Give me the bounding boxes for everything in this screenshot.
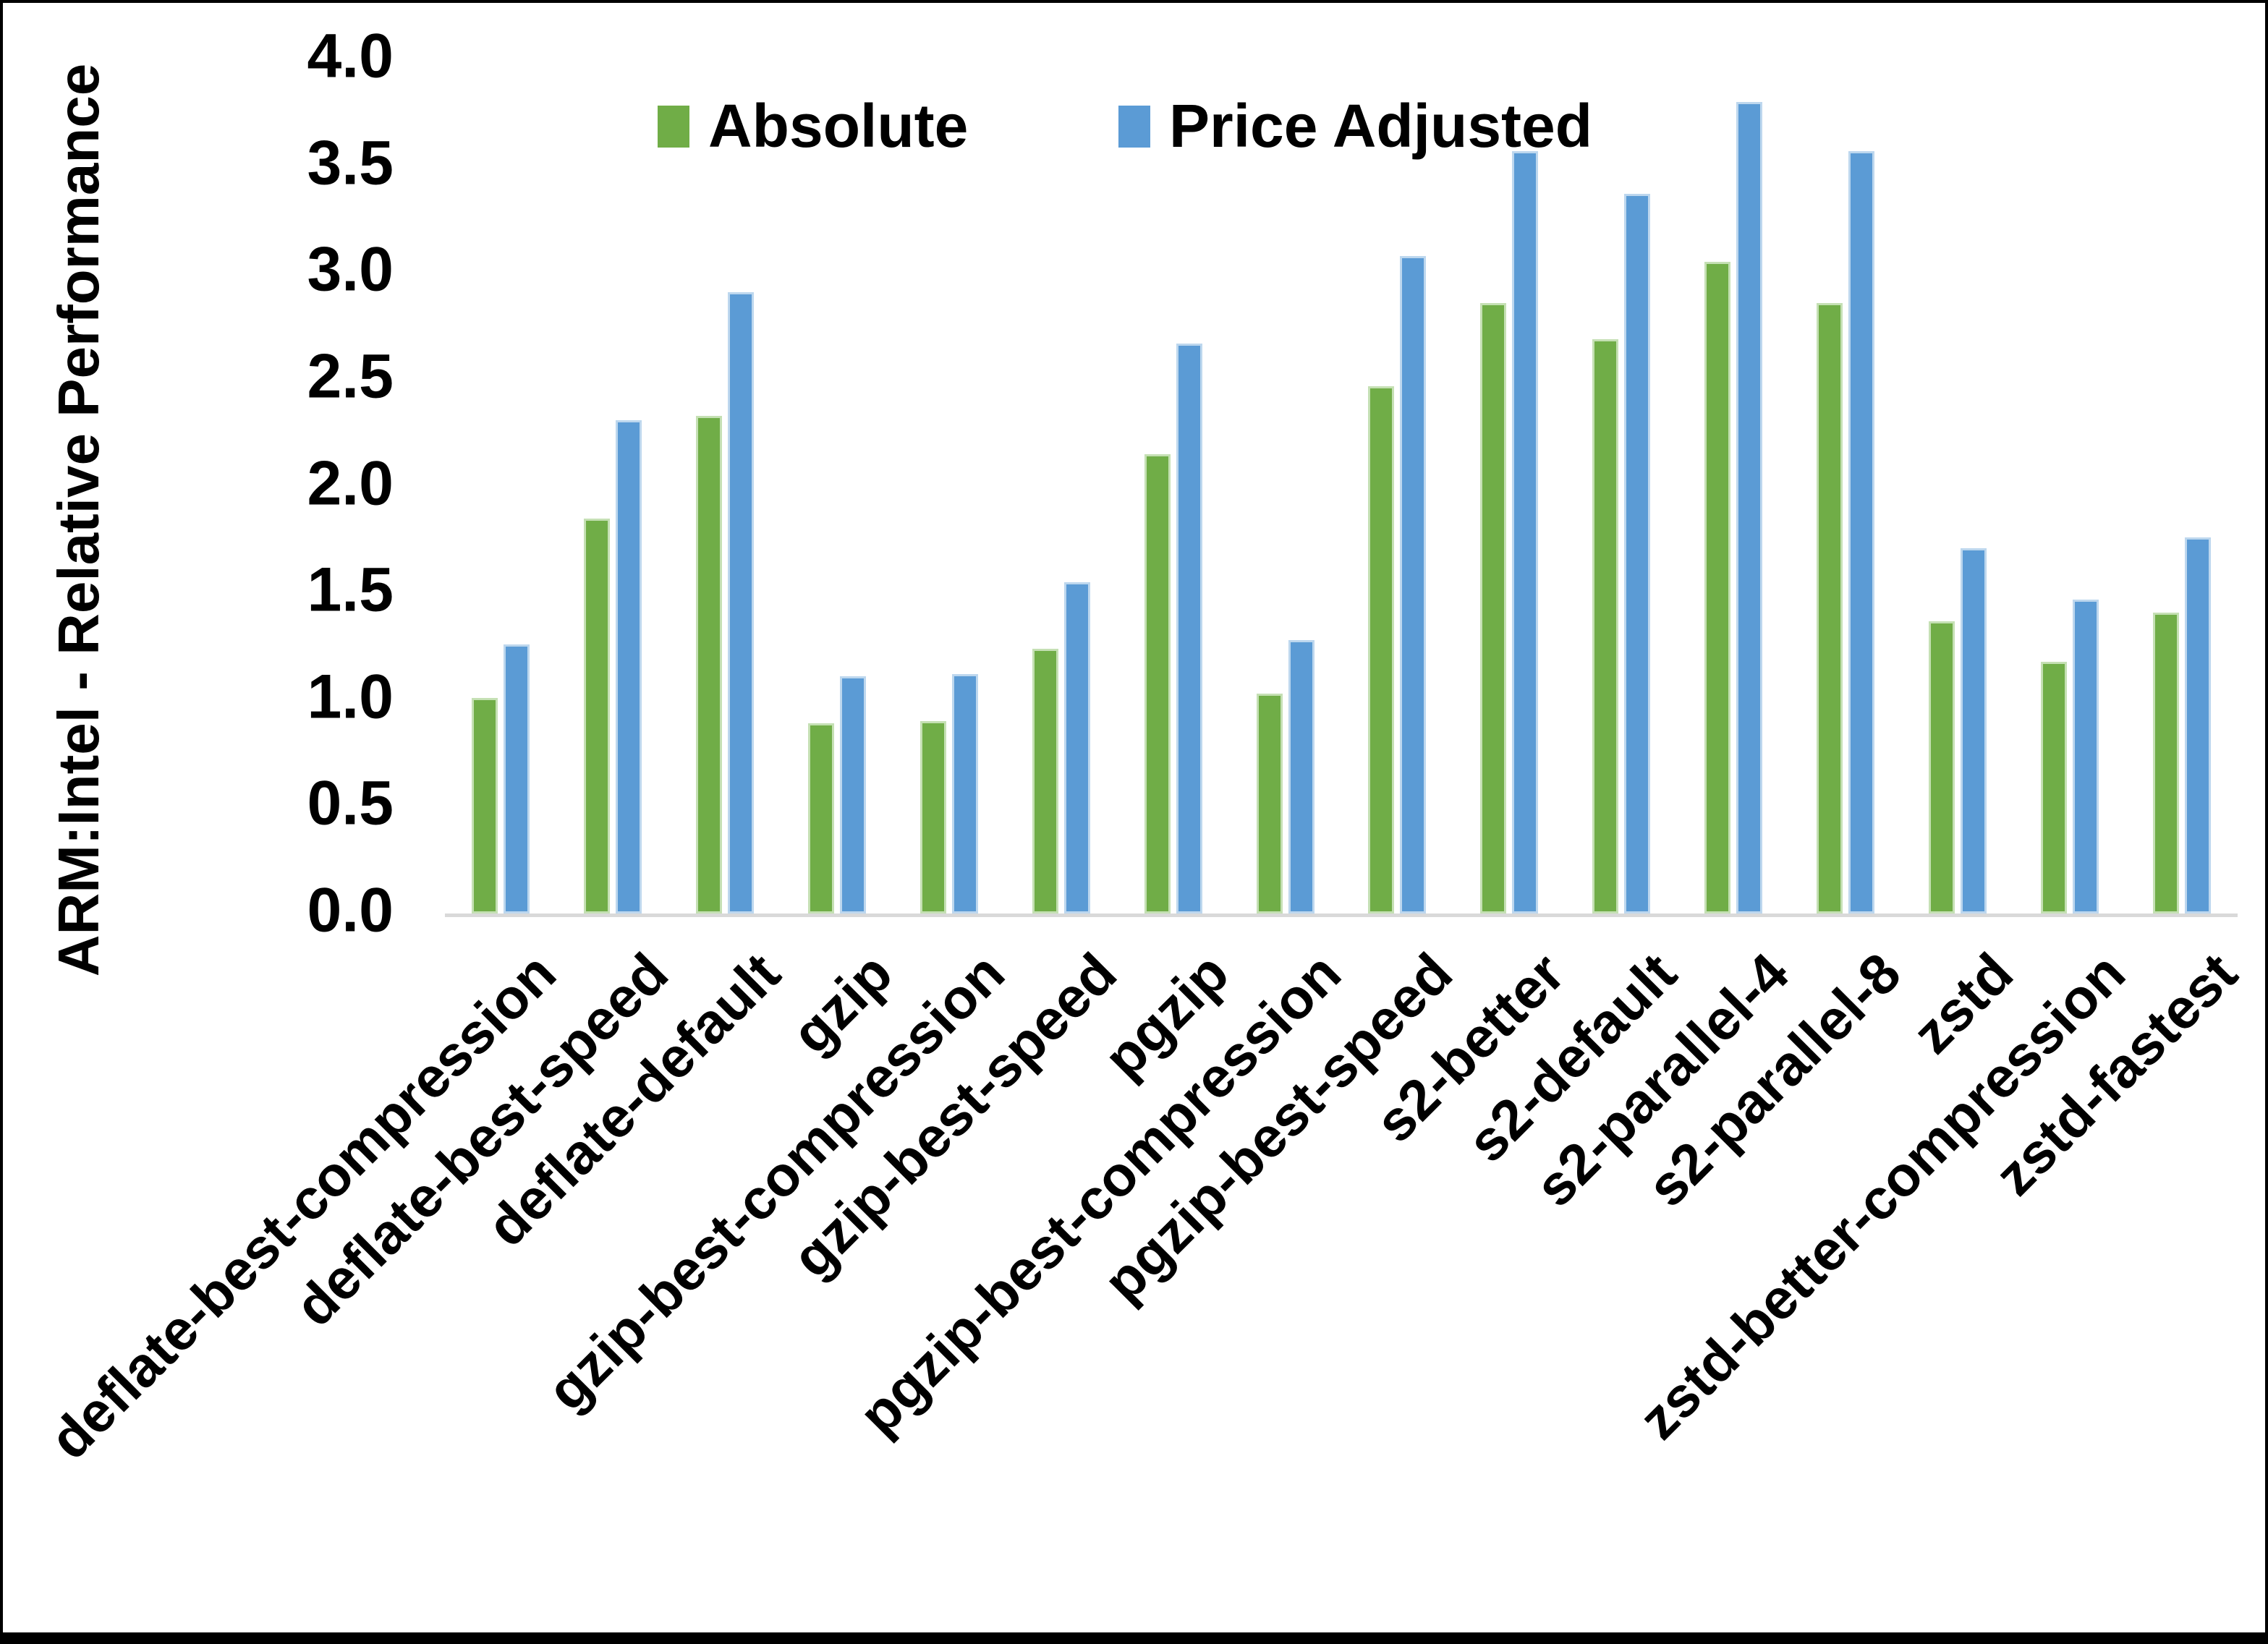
bar-absolute-s2-parallel-8 <box>1817 303 1843 913</box>
bar-absolute-pgzip-best-compression <box>1257 694 1283 913</box>
legend-item-absolute: Absolute <box>658 91 968 161</box>
y-tick-label-3.0: 3.0 <box>307 234 394 304</box>
y-tick-label-2.5: 2.5 <box>307 341 394 412</box>
bar-price-adjusted-deflate-best-compression <box>504 644 530 913</box>
y-tick-label-1.0: 1.0 <box>307 662 394 732</box>
bar-absolute-deflate-best-speed <box>584 519 610 913</box>
bar-price-adjusted-deflate-best-speed <box>616 420 642 913</box>
bar-price-adjusted-zstd-fastest <box>2185 537 2211 913</box>
y-axis-title: ARM:Intel - Relative Performance <box>46 63 111 977</box>
y-tick-label-3.5: 3.5 <box>307 128 394 198</box>
y-tick-label-0.5: 0.5 <box>307 768 394 838</box>
bar-absolute-deflate-default <box>696 416 722 913</box>
legend-swatch-price-adjusted <box>1118 105 1150 148</box>
bar-absolute-pgzip <box>1144 454 1171 913</box>
bar-price-adjusted-s2-parallel-4 <box>1736 102 1762 913</box>
y-tick-label-0.0: 0.0 <box>307 875 394 945</box>
bar-price-adjusted-pgzip <box>1176 344 1202 913</box>
bar-absolute-zstd-better-compression <box>2041 662 2067 913</box>
bar-price-adjusted-gzip-best-compression <box>952 674 978 913</box>
bar-price-adjusted-zstd <box>1961 548 1987 913</box>
bar-absolute-zstd <box>1929 621 1955 913</box>
bar-price-adjusted-s2-parallel-8 <box>1848 151 1874 913</box>
bar-absolute-gzip <box>808 723 834 913</box>
y-tick-label-2.0: 2.0 <box>307 448 394 519</box>
bar-price-adjusted-gzip-best-speed <box>1064 582 1090 913</box>
bar-price-adjusted-deflate-default <box>728 292 754 913</box>
bar-price-adjusted-zstd-better-compression <box>2073 600 2099 913</box>
y-tick-label-1.5: 1.5 <box>307 555 394 625</box>
bar-price-adjusted-pgzip-best-compression <box>1288 640 1314 913</box>
bar-price-adjusted-s2-better <box>1512 151 1538 913</box>
bar-absolute-gzip-best-speed <box>1032 649 1058 913</box>
bar-price-adjusted-pgzip-best-speed <box>1400 256 1426 913</box>
y-tick-label-4.0: 4.0 <box>307 21 394 91</box>
bar-price-adjusted-gzip <box>840 676 866 913</box>
bar-absolute-zstd-fastest <box>2153 613 2179 913</box>
x-axis-line <box>445 913 2238 917</box>
bar-absolute-s2-parallel-4 <box>1704 262 1730 913</box>
bar-absolute-s2-default <box>1592 339 1618 913</box>
legend-swatch-absolute <box>658 105 689 148</box>
legend-label-absolute: Absolute <box>708 92 969 160</box>
bar-price-adjusted-s2-default <box>1624 194 1650 913</box>
bar-absolute-gzip-best-compression <box>920 721 946 913</box>
bar-absolute-pgzip-best-speed <box>1368 386 1394 913</box>
bar-absolute-s2-better <box>1480 303 1506 913</box>
bar-absolute-deflate-best-compression <box>472 698 498 913</box>
